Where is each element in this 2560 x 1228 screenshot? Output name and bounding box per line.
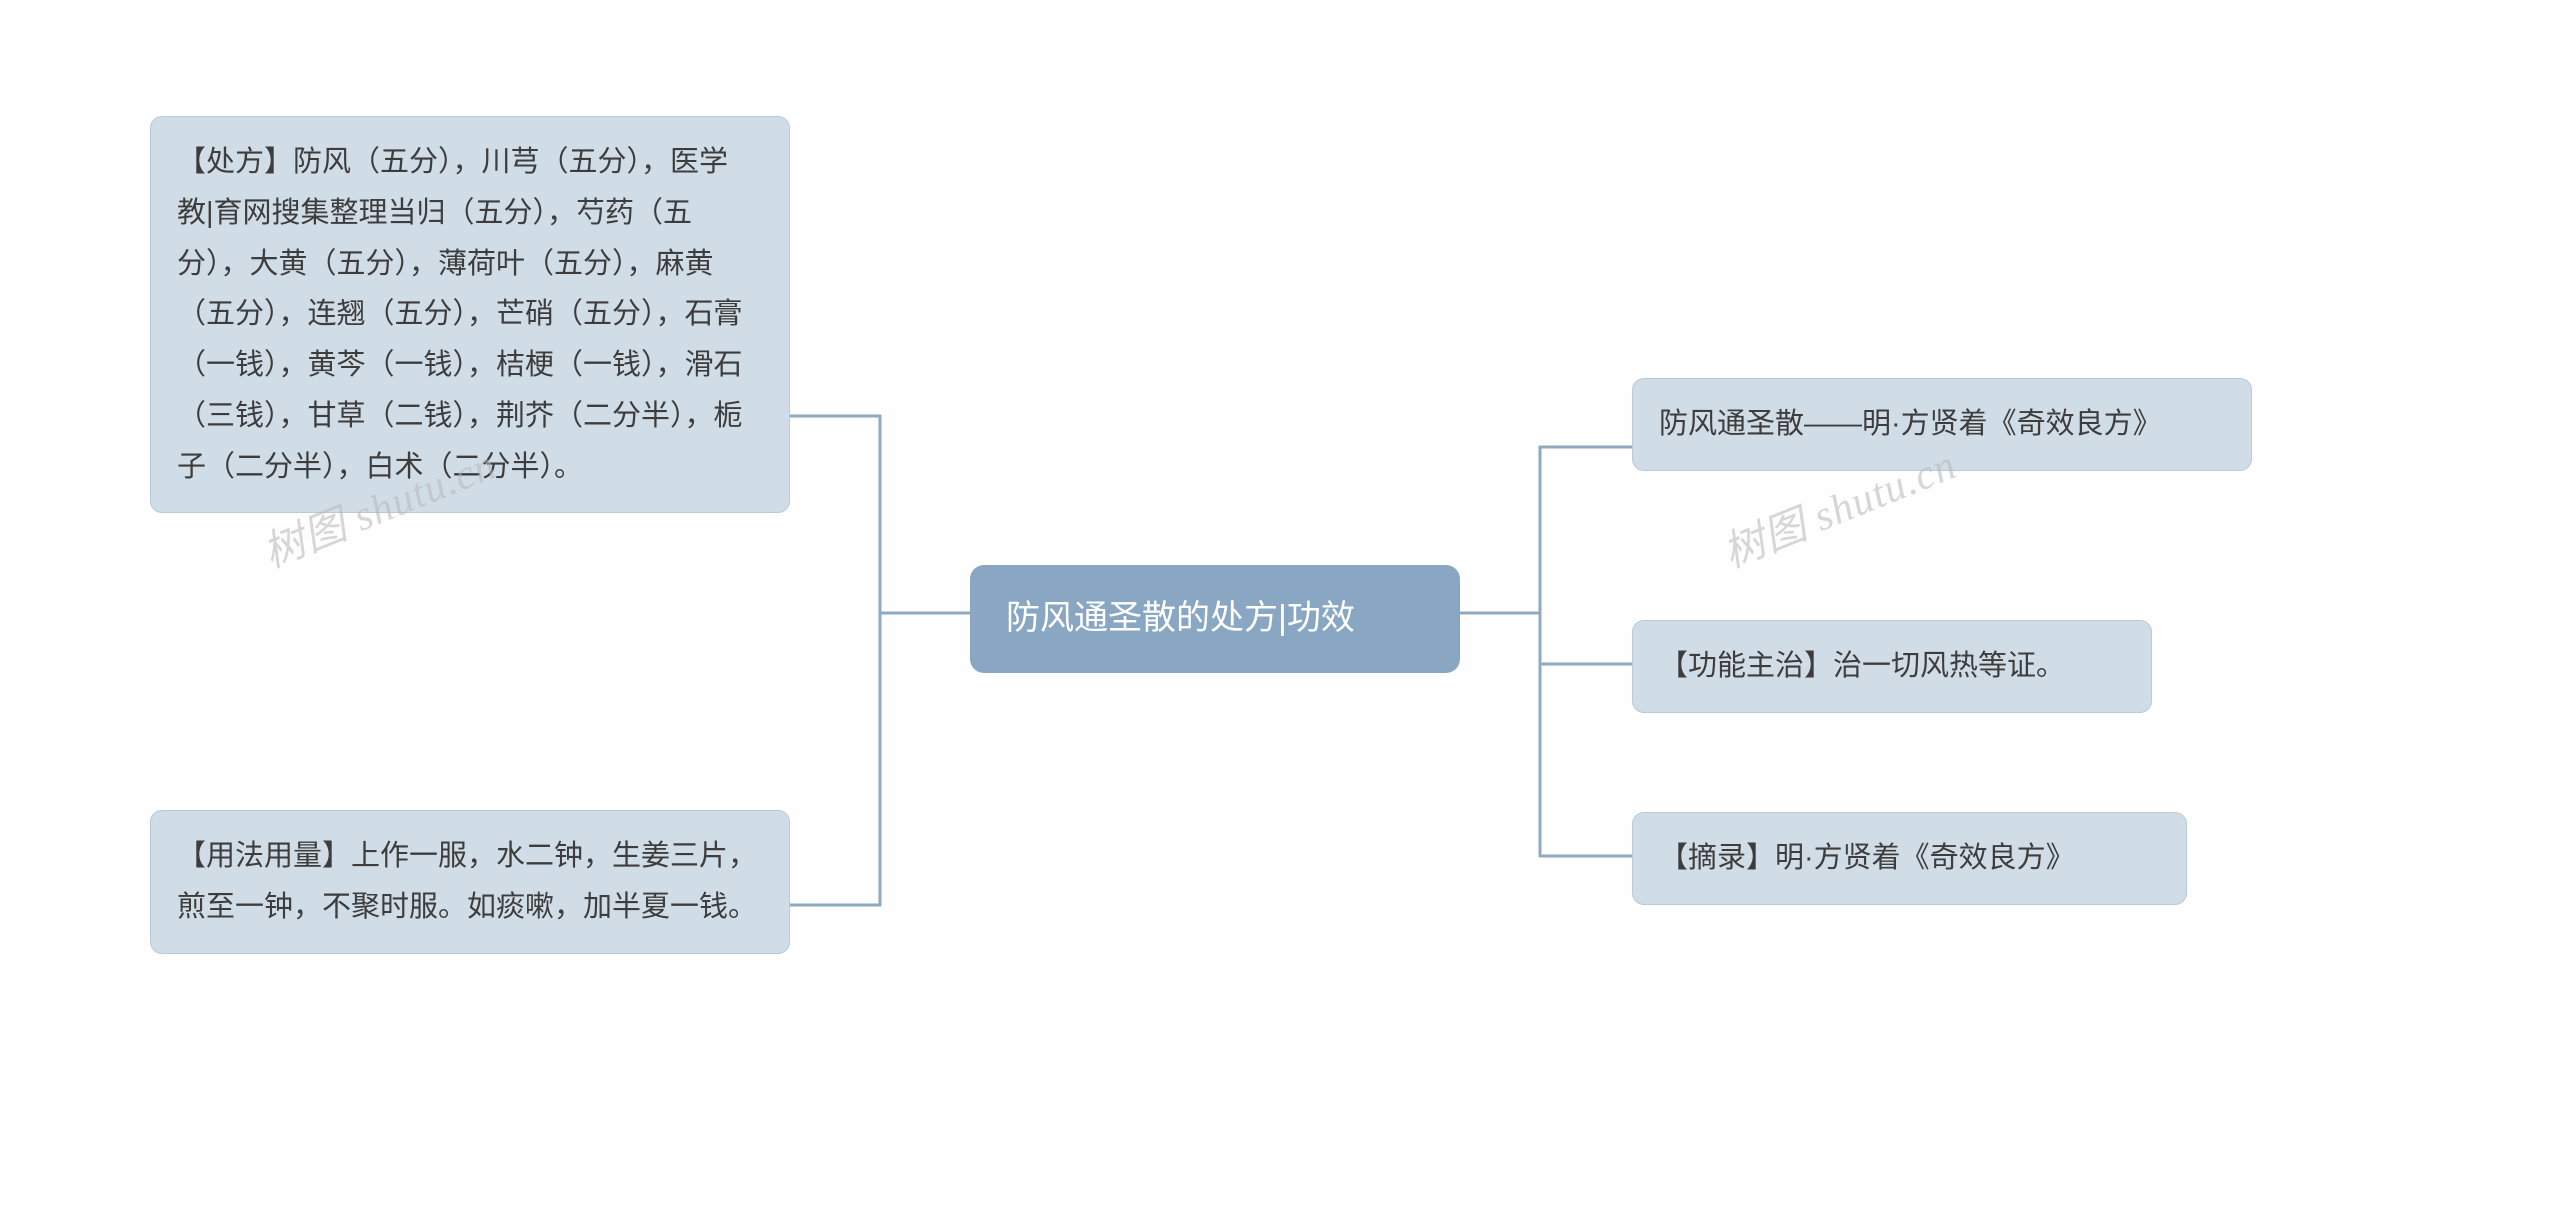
node-excerpt-text: 【摘录】明·方贤着《奇效良方》 bbox=[1659, 842, 2075, 874]
node-excerpt: 【摘录】明·方贤着《奇效良方》 bbox=[1632, 812, 2187, 905]
node-prescription-text: 【处方】防风（五分），川芎（五分），医学教|育网搜集整理当归（五分），芍药（五分… bbox=[177, 146, 743, 483]
node-function: 【功能主治】治一切风热等证。 bbox=[1632, 620, 2152, 713]
center-node: 防风通圣散的处方|功效 bbox=[970, 565, 1460, 673]
node-prescription: 【处方】防风（五分），川芎（五分），医学教|育网搜集整理当归（五分），芍药（五分… bbox=[150, 116, 790, 513]
node-source-text: 防风通圣散——明·方贤着《奇效良方》 bbox=[1659, 408, 2162, 440]
node-source: 防风通圣散——明·方贤着《奇效良方》 bbox=[1632, 378, 2252, 471]
node-usage-text: 【用法用量】上作一服，水二钟，生姜三片，煎至一钟，不聚时服。如痰嗽，加半夏一钱。 bbox=[177, 840, 757, 923]
node-function-text: 【功能主治】治一切风热等证。 bbox=[1659, 650, 2065, 682]
center-node-text: 防风通圣散的处方|功效 bbox=[1006, 599, 1355, 637]
node-usage: 【用法用量】上作一服，水二钟，生姜三片，煎至一钟，不聚时服。如痰嗽，加半夏一钱。 bbox=[150, 810, 790, 954]
